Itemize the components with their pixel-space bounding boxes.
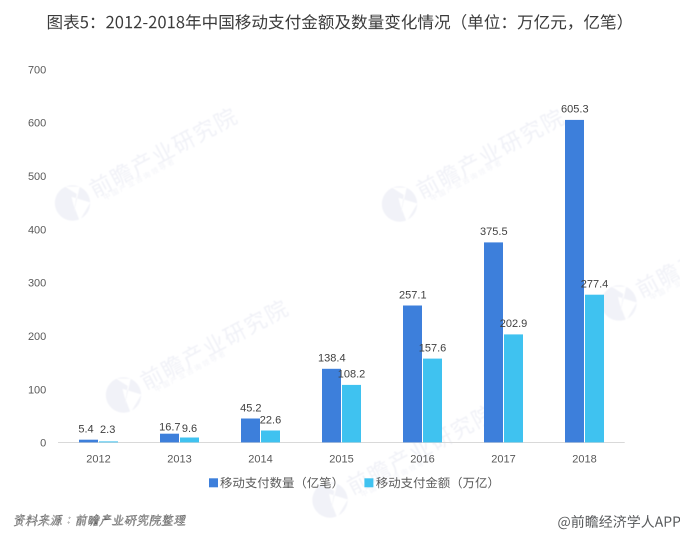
svg-text:2016: 2016 bbox=[410, 454, 434, 466]
svg-text:500: 500 bbox=[28, 171, 46, 183]
svg-text:2015: 2015 bbox=[329, 454, 353, 466]
svg-text:605.3: 605.3 bbox=[561, 104, 589, 116]
svg-text:0: 0 bbox=[40, 438, 46, 450]
svg-text:45.2: 45.2 bbox=[240, 402, 261, 414]
svg-text:5.4: 5.4 bbox=[78, 424, 93, 436]
svg-text:9.6: 9.6 bbox=[182, 423, 197, 435]
svg-text:600: 600 bbox=[28, 118, 46, 130]
svg-text:300: 300 bbox=[28, 278, 46, 290]
svg-text:2.3: 2.3 bbox=[100, 424, 115, 436]
svg-text:2013: 2013 bbox=[167, 454, 191, 466]
svg-text:2014: 2014 bbox=[248, 454, 272, 466]
svg-text:375.5: 375.5 bbox=[480, 226, 508, 238]
svg-text:2017: 2017 bbox=[491, 454, 515, 466]
svg-text:22.6: 22.6 bbox=[260, 414, 281, 426]
svg-text:400: 400 bbox=[28, 224, 46, 236]
svg-text:202.9: 202.9 bbox=[500, 318, 528, 330]
svg-text:2012: 2012 bbox=[86, 454, 110, 466]
svg-text:157.6: 157.6 bbox=[419, 342, 447, 354]
svg-text:2018: 2018 bbox=[572, 454, 596, 466]
svg-text:108.2: 108.2 bbox=[338, 369, 366, 381]
svg-text:138.4: 138.4 bbox=[318, 353, 346, 365]
svg-text:100: 100 bbox=[28, 384, 46, 396]
svg-text:200: 200 bbox=[28, 331, 46, 343]
svg-text:16.7: 16.7 bbox=[159, 421, 180, 433]
svg-text:700: 700 bbox=[28, 64, 46, 76]
svg-text:277.4: 277.4 bbox=[581, 279, 609, 291]
svg-text:257.1: 257.1 bbox=[399, 289, 427, 301]
